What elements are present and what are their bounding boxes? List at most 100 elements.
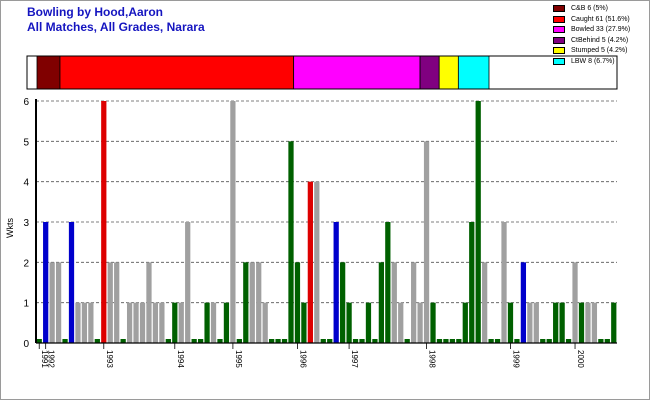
legend-label: Bowled 33 (27.9%) bbox=[571, 26, 631, 33]
x-tick-label: 1997 bbox=[350, 350, 359, 368]
stack-segment-caught bbox=[59, 55, 295, 90]
bar bbox=[553, 302, 559, 343]
y-tick-label: 6 bbox=[23, 97, 29, 108]
legend-item-ctbehind: CtBehind 5 (4.2%) bbox=[550, 36, 650, 47]
bar-zero bbox=[36, 339, 42, 343]
bar bbox=[288, 141, 294, 343]
bar bbox=[185, 222, 191, 343]
bar bbox=[378, 262, 384, 343]
bar bbox=[152, 302, 159, 343]
y-tick-label: 4 bbox=[23, 178, 29, 189]
y-tick-labels: 0 1 2 3 4 5 6 bbox=[23, 97, 29, 350]
legend-swatch bbox=[553, 5, 565, 12]
bar-zero bbox=[494, 339, 501, 343]
bar bbox=[591, 302, 598, 343]
bar bbox=[578, 302, 585, 343]
bar bbox=[262, 302, 268, 343]
bar bbox=[501, 222, 507, 343]
bar bbox=[126, 302, 133, 343]
legend-label: C&B 6 (5%) bbox=[571, 5, 608, 12]
bar bbox=[43, 222, 49, 343]
bar-zero bbox=[359, 339, 365, 343]
stack-frame bbox=[26, 55, 618, 90]
bar bbox=[469, 222, 475, 343]
bar-zero bbox=[281, 339, 288, 343]
x-tick-label: 1991 bbox=[40, 350, 49, 368]
legend-swatch bbox=[553, 15, 565, 23]
legend-item-lbw: LBW 8 (6.7%) bbox=[550, 57, 650, 68]
bar bbox=[223, 302, 230, 343]
bar-zero bbox=[404, 339, 410, 343]
stack-segment-cb bbox=[36, 55, 61, 90]
dismissal-stacked-bar bbox=[26, 55, 618, 90]
legend-item-cb: C&B 6 (5%) bbox=[550, 4, 650, 15]
legend-label: Stumped 5 (4.2%) bbox=[571, 47, 628, 54]
x-tick-label: 1995 bbox=[234, 350, 243, 368]
legend-label: CtBehind 5 (4.2%) bbox=[571, 36, 629, 44]
bar-zero bbox=[540, 339, 546, 343]
bar bbox=[430, 302, 436, 343]
bar bbox=[301, 302, 307, 343]
bar bbox=[391, 262, 397, 343]
bar bbox=[243, 262, 249, 343]
bar-zero bbox=[456, 339, 462, 343]
bar-zero bbox=[488, 339, 494, 343]
bar bbox=[88, 302, 94, 343]
y-tick-label: 3 bbox=[23, 218, 29, 229]
bar bbox=[256, 262, 262, 343]
x-tick-label: 1999 bbox=[511, 350, 520, 368]
bar bbox=[398, 302, 404, 343]
bar bbox=[572, 262, 578, 343]
bar bbox=[346, 302, 352, 343]
bar bbox=[210, 302, 217, 343]
bar-zero bbox=[565, 339, 572, 343]
gridlines bbox=[36, 100, 617, 304]
bar bbox=[75, 302, 81, 343]
bar-zero bbox=[514, 339, 520, 343]
bar bbox=[114, 262, 120, 343]
bar bbox=[333, 222, 339, 343]
bar bbox=[533, 302, 539, 343]
bar bbox=[107, 262, 113, 343]
bar-zero bbox=[443, 339, 449, 343]
bar bbox=[585, 302, 591, 343]
bar-zero bbox=[217, 339, 223, 343]
stack-segment-ctbehind bbox=[419, 55, 440, 90]
bar-zero bbox=[598, 339, 604, 343]
bar-zero bbox=[165, 339, 171, 343]
bar-zero bbox=[191, 339, 197, 343]
bar bbox=[159, 302, 165, 343]
x-tick-label: 1993 bbox=[105, 350, 114, 368]
bar bbox=[204, 302, 210, 343]
bar bbox=[49, 262, 55, 343]
bar-zero bbox=[94, 339, 100, 343]
y-tick-label: 2 bbox=[23, 258, 29, 269]
bar bbox=[230, 101, 236, 343]
bar bbox=[527, 302, 533, 343]
bar bbox=[294, 262, 301, 343]
bar-zero bbox=[320, 339, 326, 343]
bar bbox=[411, 262, 417, 343]
bar bbox=[417, 302, 423, 343]
bar bbox=[507, 302, 514, 343]
y-tick-label: 5 bbox=[23, 137, 29, 148]
bar bbox=[139, 302, 146, 343]
legend-swatch bbox=[553, 36, 565, 44]
bar-zero bbox=[372, 339, 378, 343]
bar bbox=[133, 302, 139, 343]
bar-zero bbox=[269, 339, 275, 343]
bar bbox=[249, 262, 255, 343]
chart-subtitle: All Matches, All Grades, Narara bbox=[27, 20, 205, 34]
bar-zero bbox=[197, 339, 204, 343]
x-tick-label: 1992 bbox=[47, 350, 56, 368]
bar-zero bbox=[449, 339, 456, 343]
bar bbox=[178, 302, 184, 343]
bar-zero bbox=[120, 339, 126, 343]
bar bbox=[365, 302, 372, 343]
chart-title: Bowling by Hood,Aaron bbox=[27, 5, 163, 19]
bar-zero bbox=[604, 339, 610, 343]
legend-item-caught: Caught 61 (51.6%) bbox=[550, 15, 650, 26]
bar bbox=[101, 101, 107, 343]
axes bbox=[35, 99, 617, 344]
